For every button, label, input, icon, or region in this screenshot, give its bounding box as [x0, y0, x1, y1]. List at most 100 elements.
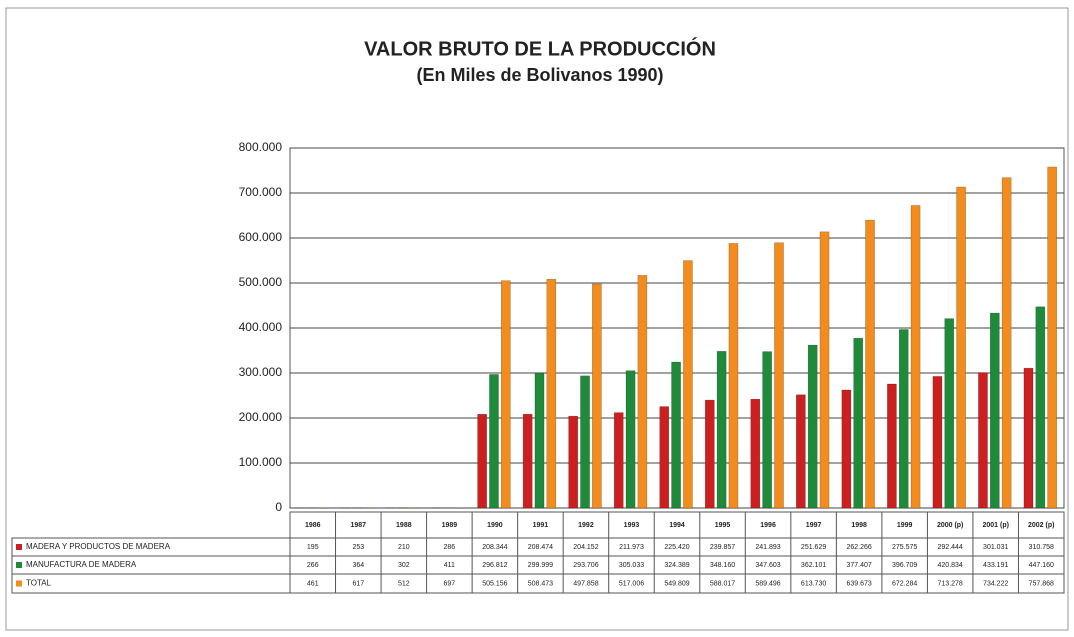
- x-tick-label: 2001 (p): [982, 522, 1008, 529]
- bar: [1047, 166, 1057, 509]
- bar: [807, 344, 818, 509]
- x-tick-label: 1992: [578, 522, 594, 529]
- table-cell: 433.191: [983, 562, 1008, 569]
- y-tick-label: 600.000: [239, 230, 283, 244]
- table-cell: 589.496: [755, 580, 780, 587]
- table-cell: 734.222: [983, 580, 1008, 587]
- bar: [704, 399, 715, 509]
- bar: [534, 372, 545, 509]
- y-tick-label: 500.000: [239, 275, 283, 289]
- x-tick-label: 1994: [669, 522, 685, 529]
- legend-swatch: [16, 562, 22, 568]
- bar: [1001, 177, 1012, 509]
- table-cell: 588.017: [710, 580, 735, 587]
- y-tick-label: 0: [275, 500, 282, 514]
- table-cell: 508.473: [528, 580, 553, 587]
- table-cell: 310.758: [1029, 544, 1054, 551]
- x-tick-label: 1991: [533, 522, 549, 529]
- table-cell: 253: [352, 544, 364, 551]
- bar: [956, 186, 966, 509]
- table-cell: 301.031: [983, 544, 1008, 551]
- table-cell: 208.344: [482, 544, 507, 551]
- y-tick-label: 800.000: [239, 140, 283, 154]
- table-cell: 266: [307, 562, 319, 569]
- bar: [637, 275, 648, 509]
- table-cell: 497.858: [573, 580, 598, 587]
- table-cell: 447.160: [1029, 562, 1054, 569]
- table-cell: 241.893: [755, 544, 780, 551]
- table-cell: 211.973: [619, 544, 644, 551]
- y-tick-label: 400.000: [239, 320, 283, 334]
- bar: [1035, 306, 1046, 509]
- legend-swatch: [16, 580, 22, 587]
- x-tick-label: 2002 (p): [1028, 522, 1054, 529]
- x-tick-label: 1995: [715, 522, 731, 529]
- x-tick-label: 2000 (p): [937, 522, 963, 529]
- table-cell: 420.834: [938, 562, 963, 569]
- table-cell: 411: [444, 562, 455, 569]
- table-cell: 697: [444, 580, 456, 587]
- x-tick-label: 1997: [806, 522, 822, 529]
- x-tick-label: 1996: [760, 522, 776, 529]
- y-tick-label: 200.000: [239, 410, 283, 424]
- bar: [819, 231, 830, 509]
- bar: [728, 243, 739, 509]
- bar: [910, 205, 921, 509]
- bar: [750, 398, 761, 509]
- bar: [932, 376, 943, 509]
- legend-swatch: [16, 544, 22, 550]
- x-tick-label: 1993: [624, 522, 640, 529]
- bar: [580, 375, 590, 509]
- table-cell: 517.006: [619, 580, 644, 587]
- table-cell: 204.152: [573, 544, 598, 551]
- table-cell: 293.706: [573, 562, 598, 569]
- table-cell: 639.673: [846, 580, 871, 587]
- table-cell: 275.575: [892, 544, 917, 551]
- bar: [887, 383, 897, 509]
- x-tick-label: 1990: [487, 522, 503, 529]
- table-cell: 286: [444, 544, 456, 551]
- chart-title: VALOR BRUTO DE LA PRODUCCIÓN: [364, 36, 716, 60]
- bar: [613, 412, 624, 509]
- bar: [1023, 367, 1034, 509]
- table-cell: 195: [307, 544, 319, 551]
- table-cell: 364: [352, 562, 364, 569]
- table-cell: 296.812: [482, 562, 507, 569]
- y-tick-label: 700.000: [239, 185, 283, 199]
- bar: [944, 318, 955, 509]
- table-cell: 262.266: [846, 544, 871, 551]
- table-cell: 324.389: [664, 562, 689, 569]
- table-cell: 549.809: [664, 580, 689, 587]
- table-cell: 377.407: [846, 562, 871, 569]
- bar: [978, 372, 988, 509]
- table-cell: 512: [398, 580, 410, 587]
- table-cell: 672.284: [892, 580, 917, 587]
- bar: [546, 278, 557, 509]
- table-cell: 292.444: [938, 544, 963, 551]
- table-cell: 347.603: [755, 562, 780, 569]
- table-cell: 757.868: [1029, 580, 1054, 587]
- x-tick-label: 1986: [305, 522, 321, 529]
- table-cell: 613.730: [801, 580, 826, 587]
- bar: [501, 280, 511, 509]
- bar: [774, 242, 784, 509]
- bar: [683, 260, 693, 509]
- table-cell: 396.709: [892, 562, 917, 569]
- table-cell: 617: [352, 580, 364, 587]
- table-cell: 208.474: [528, 544, 553, 551]
- table-cell: 348.160: [710, 562, 735, 569]
- y-tick-label: 100.000: [239, 455, 283, 469]
- bar: [762, 351, 772, 509]
- bar: [865, 219, 875, 509]
- chart-subtitle: (En Miles de Bolivanos 1990): [416, 65, 663, 85]
- bar: [989, 312, 1000, 509]
- bar: [477, 413, 487, 509]
- table-cell: 713.278: [938, 580, 963, 587]
- x-tick-label: 1999: [897, 522, 913, 529]
- bar: [659, 406, 670, 509]
- legend-label: TOTAL: [26, 579, 52, 588]
- table-cell: 362.101: [801, 562, 826, 569]
- bar: [592, 283, 602, 509]
- bar: [853, 337, 864, 509]
- table-cell: 299.999: [528, 562, 553, 569]
